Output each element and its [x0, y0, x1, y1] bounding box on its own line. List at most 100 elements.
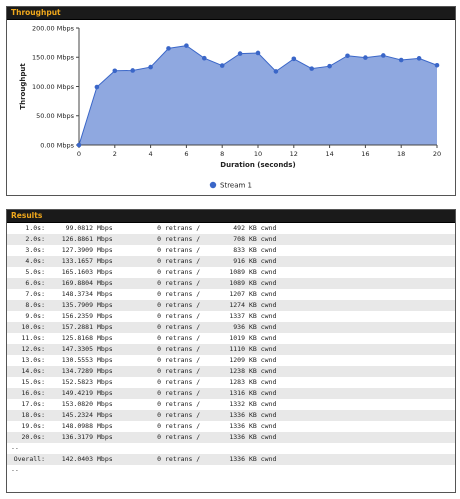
row-retrans: 0	[157, 400, 161, 408]
row-mbps: 156.2359	[61, 312, 93, 320]
row-time: 8.0s:	[25, 301, 45, 309]
row-time: 14.0s:	[21, 367, 45, 375]
row-cwnd-unit: KB cwnd	[249, 345, 277, 353]
row-cwnd: 708	[233, 235, 245, 243]
data-point	[94, 84, 100, 90]
data-point	[112, 68, 118, 74]
row-cwnd: 1337	[229, 312, 245, 320]
table-row: 5.0s: 165.1603 Mbps 0 retrans / 1089 KB cwnd	[7, 267, 455, 278]
row-retrans: 0	[157, 389, 161, 397]
row-cwnd-unit: KB cwnd	[249, 378, 277, 386]
data-point	[434, 62, 440, 68]
row-cwnd: 1110	[229, 345, 245, 353]
row-retrans-unit: retrans /	[165, 389, 201, 397]
row-cwnd: 1283	[229, 378, 245, 386]
table-row: 16.0s: 149.4219 Mbps 0 retrans / 1316 KB cwnd	[7, 388, 455, 399]
row-cwnd: 1336	[229, 455, 245, 463]
row-retrans: 0	[157, 301, 161, 309]
row-mbps: 130.5553	[61, 356, 93, 364]
row-mbps-unit: Mbps	[97, 378, 113, 386]
x-tick-label: 14	[325, 150, 333, 158]
row-cwnd: 833	[233, 246, 245, 254]
row-retrans-unit: retrans /	[165, 422, 201, 430]
row-cwnd-unit: KB cwnd	[249, 389, 277, 397]
x-tick-label: 20	[433, 150, 441, 158]
row-mbps: 152.5823	[61, 378, 93, 386]
data-point	[130, 68, 135, 73]
row-mbps: 147.3305	[61, 345, 93, 353]
data-point	[327, 63, 332, 69]
row-mbps: 99.0812	[65, 224, 93, 232]
row-retrans-unit: retrans /	[165, 411, 201, 419]
row-mbps-unit: Mbps	[97, 301, 113, 309]
row-cwnd-unit: KB cwnd	[249, 312, 277, 320]
row-time: 13.0s:	[21, 356, 45, 364]
x-tick-label: 16	[361, 150, 369, 158]
row-retrans-unit: retrans /	[165, 334, 201, 342]
row-mbps-unit: Mbps	[97, 411, 113, 419]
row-retrans: 0	[157, 257, 161, 265]
row-retrans: 0	[157, 367, 161, 375]
row-retrans-unit: retrans /	[165, 290, 201, 298]
data-point	[255, 50, 261, 56]
table-row: 4.0s: 133.1657 Mbps 0 retrans / 916 KB cwnd	[7, 256, 455, 267]
data-point	[398, 57, 404, 63]
row-time: 1.0s:	[25, 224, 45, 232]
row-time: 10.0s:	[21, 323, 45, 331]
table-row: 10.0s: 157.2881 Mbps 0 retrans / 936 KB cwnd	[7, 322, 455, 333]
row-retrans-unit: retrans /	[165, 367, 201, 375]
data-point	[76, 142, 82, 148]
row-time: 6.0s:	[25, 279, 45, 287]
row-mbps-unit: Mbps	[97, 312, 113, 320]
row-cwnd: 1089	[229, 268, 245, 276]
table-row: 19.0s: 148.0988 Mbps 0 retrans / 1336 KB cwnd	[7, 421, 455, 432]
row-cwnd-unit: KB cwnd	[249, 323, 277, 331]
row-cwnd-unit: KB cwnd	[249, 224, 277, 232]
row-mbps-unit: Mbps	[97, 345, 113, 353]
data-point	[345, 53, 350, 59]
row-retrans: 0	[157, 268, 161, 276]
row-mbps: 149.4219	[61, 389, 93, 397]
x-tick-label: 6	[184, 150, 188, 158]
table-row: 7.0s: 148.3734 Mbps 0 retrans / 1207 KB cwnd	[7, 289, 455, 300]
row-mbps: 125.8168	[61, 334, 93, 342]
row-time: 7.0s:	[25, 290, 45, 298]
row-retrans: 0	[157, 235, 161, 243]
data-point	[363, 55, 368, 60]
row-cwnd-unit: KB cwnd	[249, 422, 277, 430]
row-cwnd-unit: KB cwnd	[249, 356, 277, 364]
row-cwnd-unit: KB cwnd	[249, 301, 277, 309]
row-retrans-unit: retrans /	[165, 312, 201, 320]
row-mbps: 148.0988	[61, 422, 93, 430]
row-cwnd-unit: KB cwnd	[249, 400, 277, 408]
row-cwnd: 1332	[229, 400, 245, 408]
row-mbps-unit: Mbps	[97, 224, 113, 232]
data-point	[219, 63, 225, 68]
table-row: 14.0s: 134.7289 Mbps 0 retrans / 1238 KB cwnd	[7, 366, 455, 377]
row-mbps: 148.3734	[61, 290, 93, 298]
row-cwnd: 1019	[229, 334, 245, 342]
row-mbps-unit: Mbps	[97, 290, 113, 298]
row-time: 9.0s:	[25, 312, 45, 320]
row-retrans: 0	[157, 312, 161, 320]
data-point	[273, 69, 279, 74]
throughput-chart: 0.00 Mbps 50.00 Mbps 100.00 Mbps 150.00 Mbp…	[19, 24, 441, 189]
x-tick-label: 8	[220, 150, 224, 158]
row-time: 4.0s:	[25, 257, 45, 265]
row-cwnd: 936	[233, 323, 245, 331]
row-mbps-unit: Mbps	[97, 279, 113, 287]
row-time: 11.0s:	[21, 334, 45, 342]
row-mbps-unit: Mbps	[97, 268, 113, 276]
row-time: 12.0s:	[21, 345, 45, 353]
row-retrans: 0	[157, 334, 161, 342]
table-row: 1.0s: 99.0812 Mbps 0 retrans / 492 KB cwnd	[7, 223, 455, 234]
y-tick-label: 0.00 Mbps	[40, 141, 74, 149]
row-retrans-unit: retrans /	[165, 279, 201, 287]
overall-row: Overall: 142.0403 Mbps 0 retrans / 1336 KB cwn…	[7, 454, 455, 465]
results-table: 1.0s: 99.0812 Mbps 0 retrans /492 KB cwnd 2.0s…	[7, 223, 455, 476]
legend-marker	[209, 181, 217, 189]
data-point	[237, 51, 243, 56]
row-mbps: 134.7289	[61, 367, 93, 375]
row-mbps-unit: Mbps	[97, 422, 113, 430]
row-mbps-unit: Mbps	[97, 356, 113, 364]
